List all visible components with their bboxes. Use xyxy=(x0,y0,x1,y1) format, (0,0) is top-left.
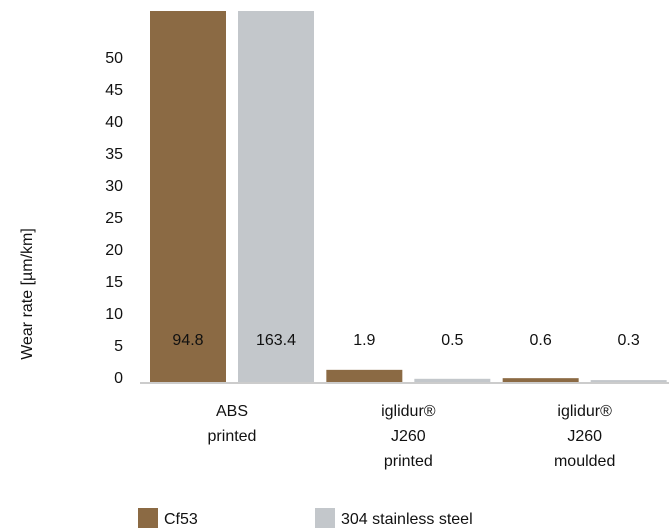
plot-area xyxy=(150,11,667,382)
x-tick-label: iglidur® xyxy=(381,403,436,420)
x-tick-label: moulded xyxy=(554,453,615,470)
data-label: 0.6 xyxy=(530,332,552,349)
x-tick-label: printed xyxy=(208,428,257,445)
legend-label: Cf53 xyxy=(164,511,198,528)
y-tick-label: 40 xyxy=(105,114,123,131)
data-label: 0.5 xyxy=(441,332,463,349)
y-tick-label: 35 xyxy=(105,146,123,163)
legend-label: 304 stainless steel xyxy=(341,511,473,528)
y-tick-label: 10 xyxy=(105,306,123,323)
y-tick-label: 20 xyxy=(105,242,123,259)
x-tick-label: J260 xyxy=(567,428,602,445)
bar xyxy=(502,378,579,382)
data-label: 163.4 xyxy=(256,332,296,349)
y-tick-label: 25 xyxy=(105,210,123,227)
y-axis-label: Wear rate [µm/km] xyxy=(19,228,36,360)
y-tick-label: 0 xyxy=(114,370,123,387)
y-tick-label: 15 xyxy=(105,274,123,291)
y-tick-label: 30 xyxy=(105,178,123,195)
legend-swatch xyxy=(138,508,158,528)
y-tick-label: 5 xyxy=(114,338,123,355)
data-label: 0.3 xyxy=(618,332,640,349)
x-tick-label: ABS xyxy=(216,403,248,420)
bar xyxy=(414,378,491,382)
data-label: 1.9 xyxy=(353,332,375,349)
y-tick-label: 45 xyxy=(105,82,123,99)
legend-swatch xyxy=(315,508,335,528)
bar xyxy=(150,11,226,382)
y-tick-label: 50 xyxy=(105,50,123,67)
x-tick-label: printed xyxy=(384,453,433,470)
x-tick-label: J260 xyxy=(391,428,426,445)
x-tick-label: iglidur® xyxy=(557,403,612,420)
bar xyxy=(590,380,667,382)
bar xyxy=(238,11,314,382)
data-label: 94.8 xyxy=(172,332,203,349)
bar xyxy=(326,369,403,382)
